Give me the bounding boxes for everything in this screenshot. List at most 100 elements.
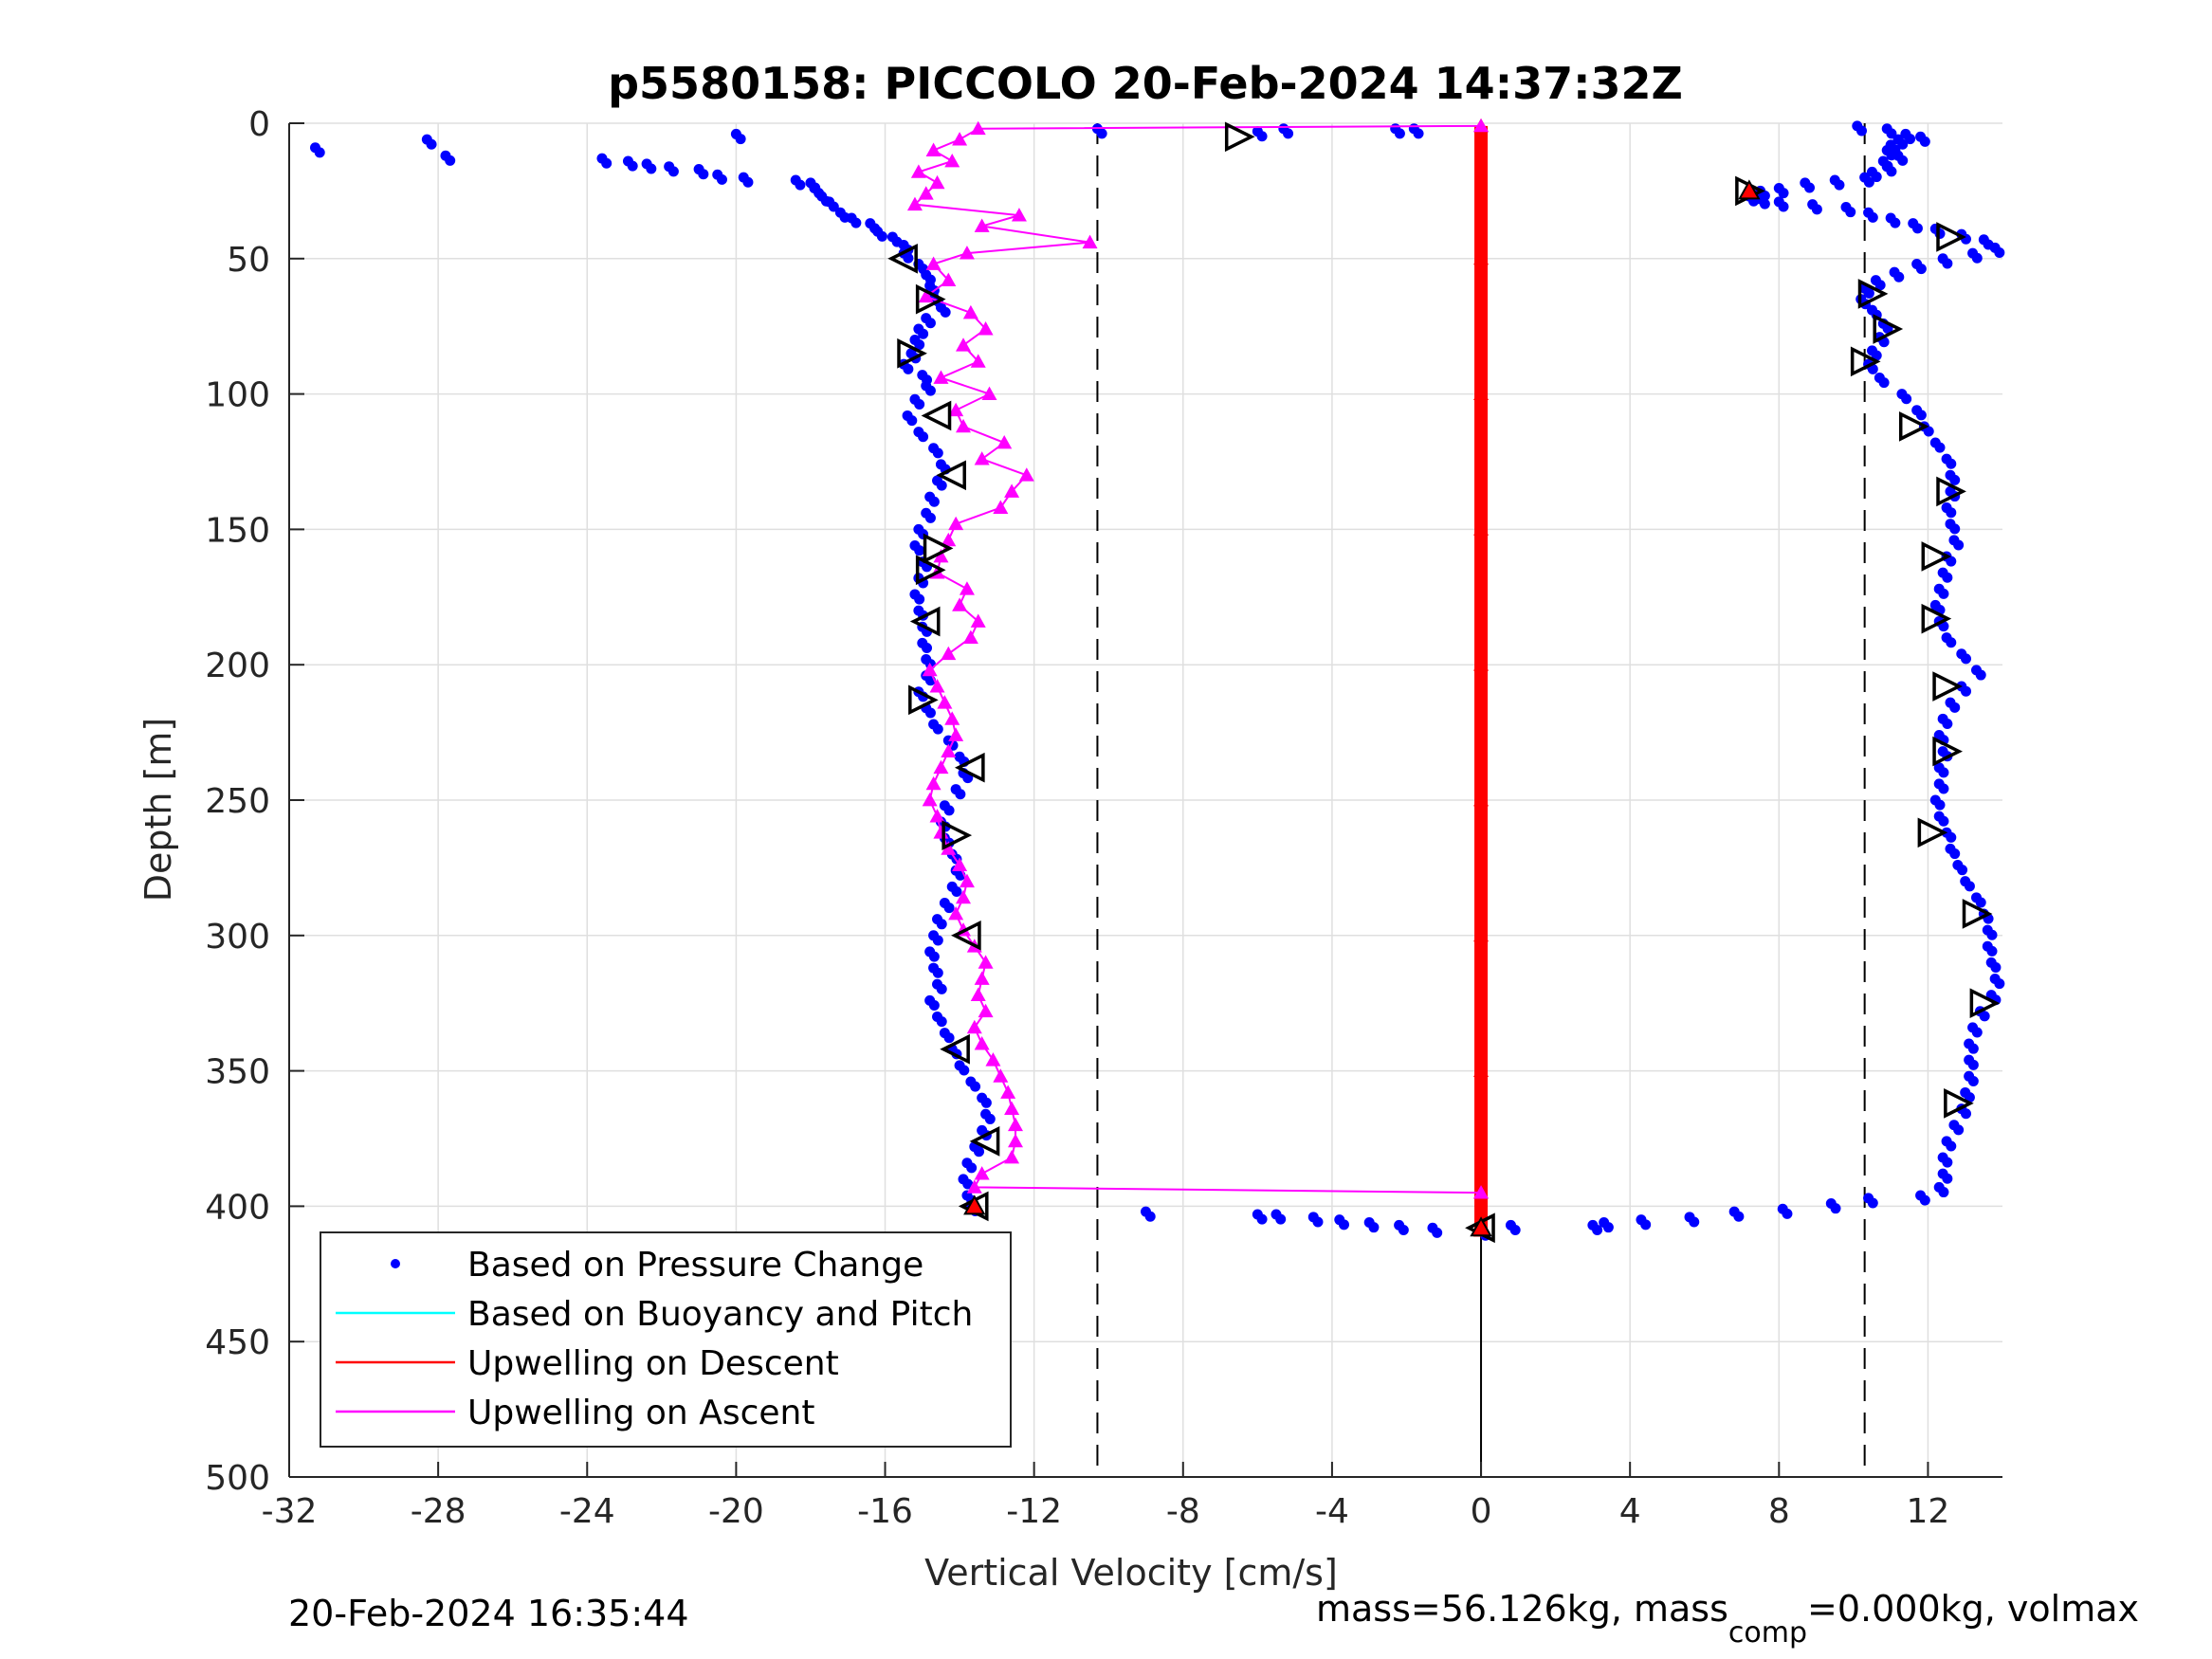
upwelling-marker (974, 451, 990, 465)
y-tick-label: 150 (205, 511, 270, 550)
pressure-point (1283, 128, 1294, 139)
x-tick-label: 8 (1768, 1492, 1790, 1531)
open-triangle-marker (1936, 222, 1966, 252)
upwelling-marker (933, 548, 949, 563)
pressure-point (1990, 962, 2002, 974)
y-tick-label: 200 (205, 647, 270, 685)
pressure-point (1938, 783, 1949, 794)
pressure-point (1275, 1213, 1287, 1225)
upwelling-marker (985, 1052, 1001, 1066)
pressure-point (903, 363, 914, 374)
footer-mass-main: mass=56.126kg, mass (1316, 1588, 1728, 1630)
pressure-point (1867, 211, 1878, 223)
open-triangle-marker (954, 752, 985, 783)
pressure-point (1368, 1222, 1380, 1233)
pressure-point (924, 512, 936, 523)
x-tick-label: -8 (1166, 1492, 1200, 1531)
pressure-point (951, 886, 962, 898)
chart-title: p5580158: PICCOLO 20-Feb-2024 14:37:32Z (608, 58, 1683, 109)
series-5 (963, 179, 1761, 1237)
pressure-point (918, 431, 929, 443)
x-tick-label: 12 (1907, 1492, 1950, 1531)
upwelling-marker (966, 1019, 982, 1034)
upwelling-marker (1473, 1063, 1490, 1077)
upwelling-marker (952, 132, 968, 146)
x-tick-label: -20 (708, 1492, 764, 1531)
upwelling-marker (933, 759, 949, 775)
upwelling-marker (978, 1003, 994, 1018)
upwelling-marker (1473, 521, 1490, 536)
pressure-point (932, 967, 943, 978)
upwelling-marker (970, 987, 986, 1002)
upwelling-marker (1008, 1117, 1024, 1132)
y-tick-label: 450 (205, 1323, 270, 1362)
pressure-point (1971, 1027, 1983, 1038)
pressure-point (959, 1065, 970, 1076)
pressure-point (1845, 207, 1856, 218)
pressure-point (1144, 1211, 1156, 1222)
pressure-point (1915, 264, 1927, 275)
pressure-point (1905, 134, 1916, 145)
pressure-point (1432, 1227, 1443, 1238)
pressure-point (1919, 1194, 1930, 1206)
upwelling-marker (974, 1166, 990, 1180)
pressure-point (1949, 474, 1961, 485)
pressure-point (828, 201, 839, 212)
pressure-point (1413, 128, 1424, 139)
pressure-point (1938, 767, 1949, 778)
open-triangle-marker (921, 400, 952, 431)
pressure-point (1911, 223, 1923, 234)
legend-marker (391, 1259, 400, 1268)
upwelling-marker (1082, 234, 1098, 249)
pressure-point (1874, 280, 1886, 291)
upwelling-marker (944, 711, 960, 725)
open-triangle-marker (936, 460, 966, 491)
upwelling-marker (929, 174, 945, 190)
pressure-point (1733, 1211, 1745, 1222)
upwelling-marker (956, 337, 972, 352)
upwelling-marker (941, 272, 957, 287)
pressure-point (1975, 897, 1986, 908)
upwelling-marker (1473, 1185, 1490, 1199)
pressure-point (932, 447, 943, 459)
pressure-point (1394, 128, 1405, 139)
pressure-point (914, 593, 925, 605)
x-axis-label: Vertical Velocity [cm/s] (924, 1552, 1338, 1594)
pressure-point (601, 157, 612, 169)
pressure-point (1923, 426, 1934, 437)
pressure-point (924, 385, 936, 396)
open-triangle-marker (923, 533, 954, 564)
upwelling-marker (1004, 1101, 1020, 1115)
upwelling-marker (970, 120, 986, 136)
upwelling-marker (948, 905, 964, 921)
pressure-point (1509, 1225, 1521, 1236)
pressure-point (1942, 1157, 1953, 1168)
pressure-point (1863, 176, 1874, 188)
pressure-point (928, 951, 940, 962)
pressure-point (970, 1081, 981, 1092)
upwelling-marker (925, 256, 941, 270)
axes: -32 -28 -24 -20 -16 -12 -8 -4 0 4 8 12 0 50 100 150 200 2… (205, 105, 2002, 1531)
y-tick-label: 50 (227, 241, 270, 280)
pressure-point (426, 138, 437, 150)
pressure-point (667, 166, 679, 177)
y-axis-label: Depth [m] (137, 718, 179, 902)
upwelling-marker (925, 775, 941, 791)
pressure-point (1938, 588, 1949, 599)
pressure-point (1886, 166, 1897, 177)
upwelling-marker (952, 857, 968, 871)
upwelling-marker (970, 613, 986, 628)
pressure-point (1893, 271, 1905, 283)
upwelling-marker (929, 809, 945, 823)
upwelling-marker (937, 695, 953, 709)
upwelling-marker (948, 727, 964, 741)
pressure-point (1961, 685, 1972, 697)
pressure-point (1901, 393, 1912, 405)
pressure-point (1256, 1213, 1268, 1225)
pressure-point (735, 134, 746, 145)
upwelling-marker (906, 196, 923, 211)
upwelling-marker (1473, 657, 1490, 671)
y-tick-label: 500 (205, 1459, 270, 1498)
pressure-point (1871, 172, 1882, 183)
